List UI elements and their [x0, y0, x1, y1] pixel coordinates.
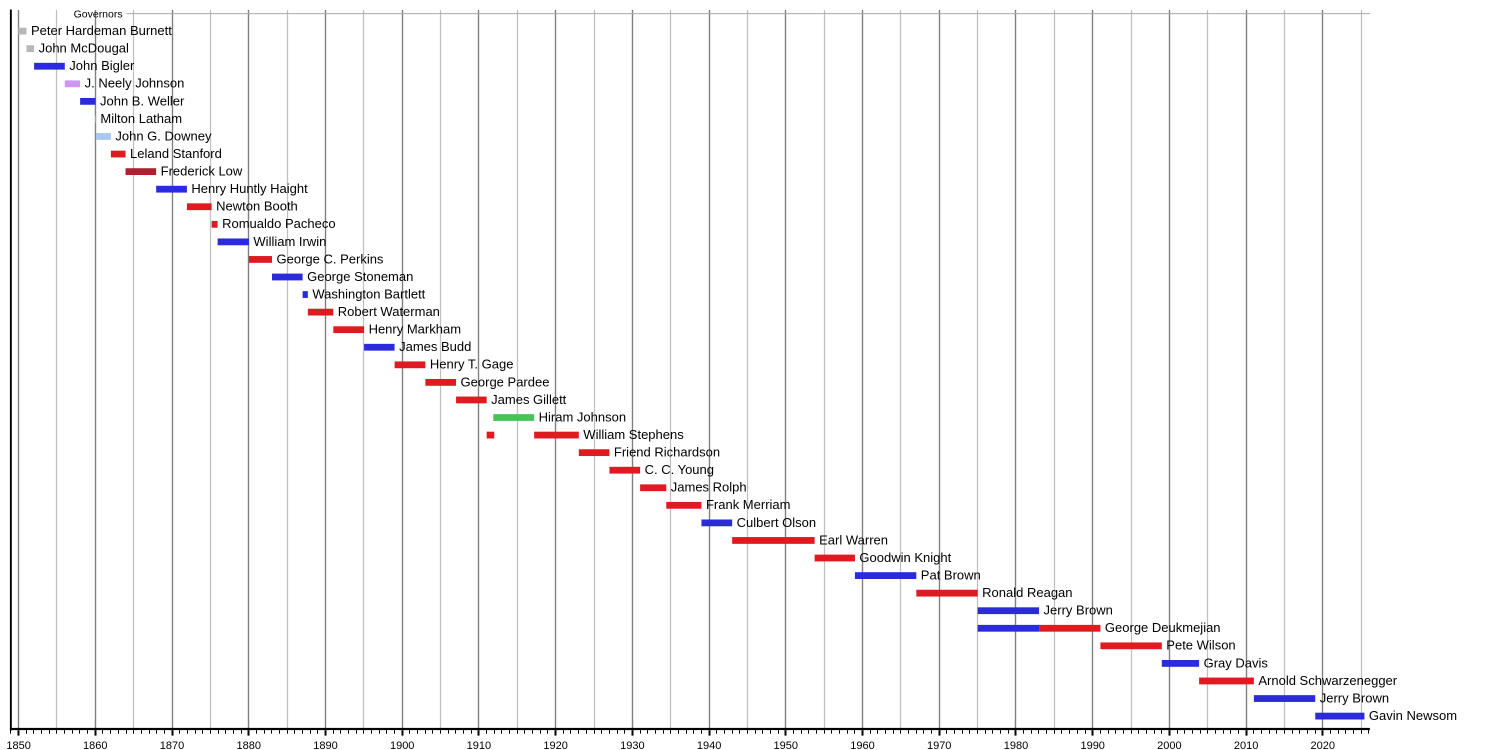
svg-text:James Rolph: James Rolph — [671, 480, 747, 495]
svg-text:Friend Richardson: Friend Richardson — [614, 445, 720, 460]
svg-text:Earl Warren: Earl Warren — [819, 532, 888, 547]
svg-text:George Stoneman: George Stoneman — [307, 269, 413, 284]
svg-text:1920: 1920 — [543, 740, 567, 750]
svg-text:1890: 1890 — [313, 740, 337, 750]
svg-text:Arnold Schwarzenegger: Arnold Schwarzenegger — [1258, 673, 1397, 688]
svg-text:J. Neely Johnson: J. Neely Johnson — [85, 76, 185, 91]
svg-text:2020: 2020 — [1311, 740, 1335, 750]
svg-text:1900: 1900 — [390, 740, 414, 750]
svg-text:1860: 1860 — [83, 740, 107, 750]
svg-text:1850: 1850 — [6, 740, 30, 750]
svg-text:1960: 1960 — [850, 740, 874, 750]
svg-text:Hiram Johnson: Hiram Johnson — [539, 409, 626, 424]
svg-text:John B. Weller: John B. Weller — [100, 93, 185, 108]
svg-text:John G. Downey: John G. Downey — [115, 128, 212, 143]
svg-text:Henry T. Gage: Henry T. Gage — [430, 357, 514, 372]
svg-text:Milton Latham: Milton Latham — [100, 111, 182, 126]
svg-text:Gray Davis: Gray Davis — [1204, 655, 1269, 670]
svg-text:Henry Markham: Henry Markham — [369, 322, 461, 337]
svg-text:1930: 1930 — [620, 740, 644, 750]
svg-text:Newton Booth: Newton Booth — [216, 199, 298, 214]
svg-text:Jerry Brown: Jerry Brown — [1044, 603, 1113, 618]
svg-text:Pat Brown: Pat Brown — [921, 567, 981, 582]
svg-text:Gavin Newsom: Gavin Newsom — [1369, 708, 1457, 723]
svg-text:Frank Merriam: Frank Merriam — [706, 497, 791, 512]
svg-text:1950: 1950 — [774, 740, 798, 750]
svg-text:William Irwin: William Irwin — [253, 234, 326, 249]
svg-text:Leland Stanford: Leland Stanford — [130, 146, 222, 161]
svg-text:George C. Perkins: George C. Perkins — [277, 251, 384, 266]
svg-text:Culbert Olson: Culbert Olson — [737, 515, 816, 530]
svg-text:Governors: Governors — [74, 9, 123, 21]
svg-text:James Gillett: James Gillett — [491, 392, 567, 407]
svg-text:Peter Hardeman Burnett: Peter Hardeman Burnett — [31, 23, 172, 38]
svg-text:James Budd: James Budd — [399, 339, 471, 354]
svg-text:Frederick Low: Frederick Low — [161, 164, 243, 179]
svg-text:2000: 2000 — [1157, 740, 1181, 750]
svg-text:2010: 2010 — [1234, 740, 1258, 750]
svg-text:1980: 1980 — [1004, 740, 1028, 750]
svg-text:George Deukmejian: George Deukmejian — [1105, 620, 1221, 635]
svg-text:Goodwin Knight: Goodwin Knight — [859, 550, 951, 565]
svg-text:John McDougal: John McDougal — [39, 41, 129, 56]
svg-text:Washington Bartlett: Washington Bartlett — [312, 286, 425, 301]
svg-text:George Pardee: George Pardee — [461, 374, 550, 389]
svg-text:Pete Wilson: Pete Wilson — [1166, 638, 1235, 653]
svg-text:1870: 1870 — [160, 740, 184, 750]
svg-text:John Bigler: John Bigler — [69, 58, 135, 73]
svg-text:Henry Huntly Haight: Henry Huntly Haight — [191, 181, 308, 196]
svg-text:William Stephens: William Stephens — [583, 427, 684, 442]
svg-text:1880: 1880 — [237, 740, 261, 750]
svg-text:Ronald Reagan: Ronald Reagan — [982, 585, 1072, 600]
svg-text:Romualdo Pacheco: Romualdo Pacheco — [222, 216, 335, 231]
svg-text:Jerry Brown: Jerry Brown — [1320, 690, 1389, 705]
svg-text:1990: 1990 — [1080, 740, 1104, 750]
svg-text:1910: 1910 — [467, 740, 491, 750]
svg-text:Robert Waterman: Robert Waterman — [338, 304, 440, 319]
svg-text:C. C. Young: C. C. Young — [645, 462, 714, 477]
svg-text:1940: 1940 — [697, 740, 721, 750]
svg-text:1970: 1970 — [927, 740, 951, 750]
